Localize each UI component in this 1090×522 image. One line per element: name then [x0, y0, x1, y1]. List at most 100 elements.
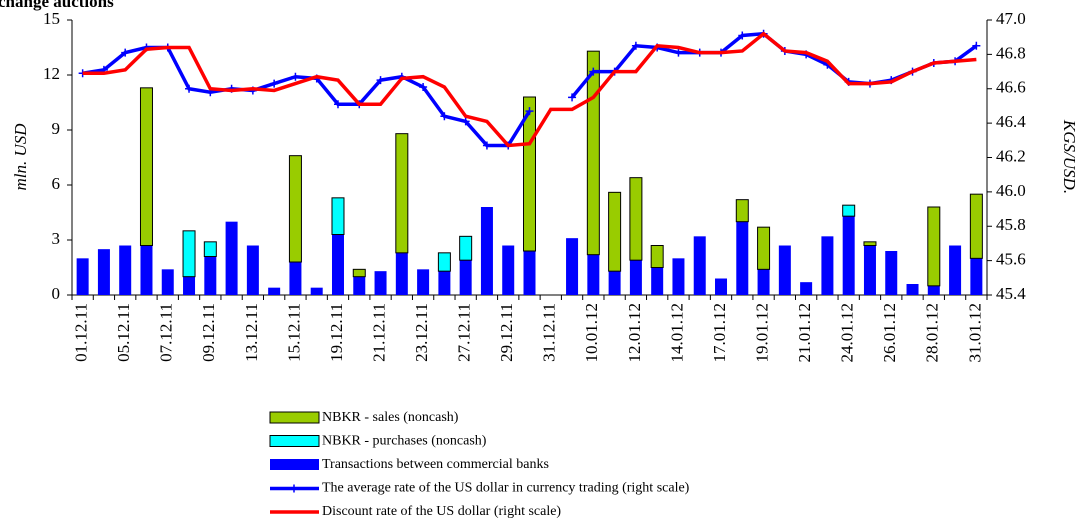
y-tick-label: 3 — [52, 229, 61, 248]
bar-segment — [651, 267, 664, 295]
bar-segment — [289, 262, 302, 295]
bar-segment — [268, 287, 281, 295]
marker — [461, 117, 470, 126]
marker — [482, 141, 491, 150]
bar-segment — [140, 245, 153, 295]
marker — [631, 41, 640, 50]
bar-segment — [246, 245, 259, 295]
bar-segment — [736, 221, 749, 295]
bar-segment — [608, 271, 621, 295]
bar-segment — [821, 236, 834, 295]
x-tick-label: 27.12.11 — [455, 303, 474, 362]
x-tick-label: 21.01.12 — [795, 303, 814, 363]
bar-segment — [842, 216, 855, 295]
y-tick-label: 15 — [43, 9, 60, 28]
y2-tick-label: 46.8 — [996, 43, 1026, 62]
y2-tick-label: 45.6 — [996, 250, 1026, 269]
x-tick-label: 15.12.11 — [284, 303, 303, 362]
bar-segment — [715, 278, 728, 295]
bar-segment — [310, 287, 323, 295]
y2-tick-label: 45.4 — [996, 284, 1026, 303]
bar-segment — [203, 241, 217, 257]
bar-segment — [586, 50, 600, 256]
legend-swatch — [269, 435, 320, 447]
bar-segment — [97, 249, 110, 295]
bar-segment — [672, 258, 685, 295]
bar-segment — [906, 284, 919, 295]
bar-segment — [757, 226, 771, 270]
marker — [972, 41, 981, 50]
bar-segment — [204, 256, 217, 295]
bar-segment — [863, 241, 877, 246]
bar-segment — [417, 269, 430, 295]
line — [82, 31, 977, 148]
x-tick-label: 21.12.11 — [369, 303, 388, 362]
legend-label: NBKR - sales (noncash) — [322, 410, 459, 425]
bar-segment — [395, 252, 408, 295]
legend-label: NBKR - purchases (noncash) — [322, 434, 487, 449]
legend-swatch — [269, 411, 320, 424]
bar-segment — [523, 96, 536, 252]
bar-segment — [969, 193, 983, 259]
bar-segment — [800, 282, 813, 295]
x-tick-label: 31.12.11 — [540, 303, 559, 362]
legend-label: Discount rate of the US dollar (right sc… — [322, 504, 561, 519]
bar-segment — [288, 155, 302, 263]
bar-segment — [331, 234, 344, 295]
bar-segment — [502, 245, 515, 295]
y2-tick-label: 47.0 — [996, 9, 1026, 28]
bar-segment — [161, 269, 174, 295]
y2-tick-label: 46.0 — [996, 181, 1026, 200]
x-tick-label: 24.01.12 — [838, 303, 857, 363]
bar-segment — [437, 252, 451, 272]
bar-segment — [693, 236, 706, 295]
x-tick-label: 01.12.11 — [72, 303, 91, 362]
x-tick-label: 31.01.12 — [965, 303, 984, 363]
marker — [376, 76, 385, 85]
bar-segment — [650, 245, 664, 268]
x-tick-label: 26.01.12 — [880, 303, 899, 363]
y2-tick-label: 45.8 — [996, 215, 1026, 234]
marker — [419, 83, 428, 92]
bar-segment — [757, 269, 770, 295]
bar-segment — [629, 260, 642, 295]
x-tick-label: 17.01.12 — [710, 303, 729, 363]
marker — [185, 84, 194, 93]
x-tick-label: 19.01.12 — [752, 303, 771, 363]
legend-label: The average rate of the US dollar in cur… — [322, 481, 690, 496]
bar-segment — [949, 245, 962, 295]
bar-segment — [927, 206, 941, 287]
x-tick-label: 05.12.11 — [114, 303, 133, 362]
legend-label: Transactions between commercial banks — [322, 457, 549, 472]
bar-segment — [353, 276, 366, 295]
chart-title: change auctions — [0, 0, 114, 11]
marker — [440, 112, 449, 121]
bar-segment — [885, 251, 898, 295]
x-tick-label: 19.12.11 — [327, 303, 346, 362]
marker — [121, 48, 130, 57]
bar-segment — [459, 260, 472, 295]
bar-segment — [459, 235, 473, 261]
y-tick-label: 12 — [43, 64, 60, 83]
bar-segment — [778, 245, 791, 295]
y-axis-label: mln. USD — [11, 123, 30, 191]
y2-tick-label: 46.6 — [996, 78, 1026, 97]
x-tick-label: 23.12.11 — [412, 303, 431, 362]
bar-segment — [863, 245, 876, 295]
bar-segment — [183, 276, 196, 295]
x-tick-label: 09.12.11 — [199, 303, 218, 362]
bar-segment — [842, 204, 856, 217]
x-tick-label: 13.12.11 — [242, 303, 261, 362]
bar-segment — [225, 221, 238, 295]
bar-segment — [629, 177, 643, 261]
x-tick-label: 29.12.11 — [497, 303, 516, 362]
bar-segment — [119, 245, 132, 295]
marker — [270, 79, 279, 88]
bar-segment — [970, 258, 983, 295]
x-tick-label: 10.01.12 — [582, 303, 601, 363]
y2-tick-label: 46.4 — [996, 112, 1026, 131]
x-tick-label: 07.12.11 — [157, 303, 176, 362]
x-tick-label: 14.01.12 — [667, 303, 686, 363]
x-tick-label: 28.01.12 — [923, 303, 942, 363]
